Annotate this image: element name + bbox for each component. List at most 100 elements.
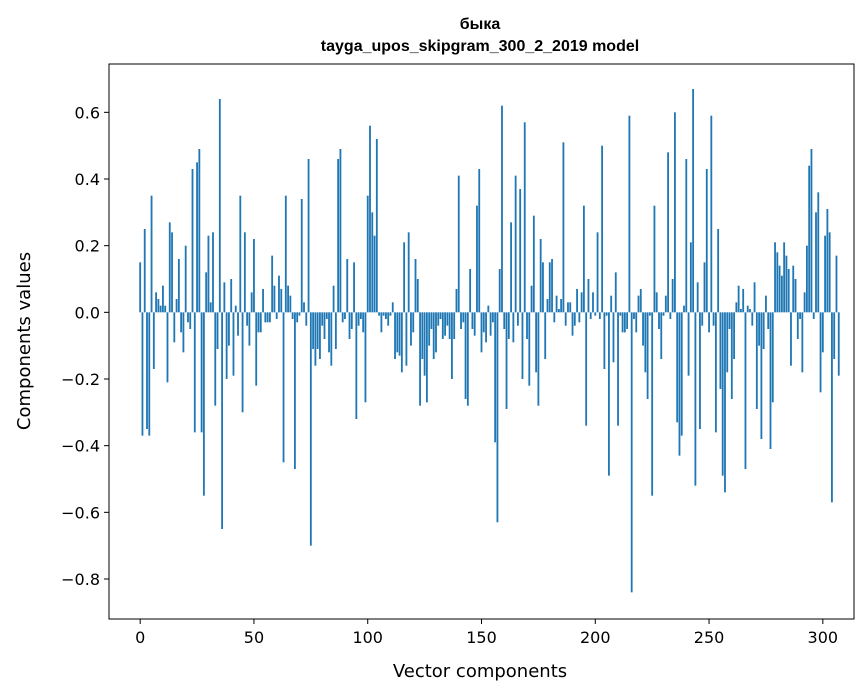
- bar-component-269: [751, 312, 754, 326]
- bar-component-145: [469, 269, 472, 313]
- bar-component-98: [362, 312, 365, 333]
- bar-component-194: [580, 292, 583, 313]
- bar-component-92: [348, 312, 351, 339]
- bar-component-301: [824, 235, 827, 313]
- bar-component-197: [587, 279, 590, 313]
- x-axis-ticks: 0 50 100 150 200 250 300: [135, 619, 838, 647]
- bar-component-196: [585, 312, 588, 426]
- bar-component-141: [460, 312, 462, 329]
- bar-component-126: [425, 312, 428, 403]
- bar-component-42: [234, 305, 237, 313]
- bar-component-189: [569, 302, 572, 313]
- bar-component-62: [280, 289, 283, 313]
- bar-component-15: [173, 312, 176, 343]
- bar-component-83: [328, 312, 330, 353]
- bar-component-74: [307, 159, 310, 313]
- bar-component-135: [446, 312, 449, 326]
- bar-component-89: [341, 312, 344, 323]
- bar-component-201: [596, 232, 599, 313]
- bar-component-165: [514, 175, 517, 313]
- bar-component-144: [466, 312, 469, 406]
- bar-component-266: [744, 312, 747, 469]
- bar-component-94: [353, 262, 355, 313]
- bar-component-219: [637, 295, 640, 313]
- y-tick-label: 0.0: [75, 303, 100, 322]
- bar-component-286: [790, 312, 792, 366]
- bar-component-93: [350, 312, 353, 329]
- bar-component-108: [385, 312, 387, 319]
- bar-component-20: [184, 245, 187, 313]
- bar-component-25: [196, 162, 198, 313]
- bar-component-46: [243, 232, 246, 313]
- bar-component-234: [671, 279, 674, 313]
- bar-component-163: [510, 222, 512, 313]
- bar-component-147: [473, 312, 476, 336]
- bar-component-73: [305, 312, 308, 326]
- bar-component-262: [735, 302, 738, 313]
- bar-component-41: [232, 312, 235, 376]
- bar-component-29: [205, 272, 208, 313]
- bar-component-33: [214, 312, 217, 406]
- y-tick-label: 0.2: [75, 237, 100, 256]
- bar-component-32: [212, 232, 214, 313]
- bar-component-208: [612, 312, 615, 363]
- bar-component-159: [501, 105, 503, 313]
- bar-component-50: [253, 239, 255, 313]
- bar-component-84: [330, 312, 333, 366]
- bar-component-235: [674, 112, 676, 313]
- bar-component-88: [339, 149, 342, 313]
- bar-component-85: [332, 285, 335, 313]
- bar-component-102: [371, 212, 374, 313]
- bar-component-223: [646, 312, 649, 399]
- bar-component-103: [373, 235, 376, 313]
- bar-component-116: [403, 242, 406, 313]
- bar-component-295: [810, 149, 813, 313]
- bar-component-1: [141, 312, 144, 436]
- bar-component-90: [344, 312, 346, 319]
- y-axis-ticks: 0.6 0.4 0.2 0.0 −0.2 −0.4 −0.6 −0.8: [61, 103, 109, 589]
- bar-component-27: [200, 312, 203, 433]
- bar-component-204: [603, 312, 606, 369]
- bar-component-264: [739, 309, 742, 313]
- bar-component-282: [780, 275, 783, 313]
- bar-component-55: [264, 312, 267, 323]
- bar-component-99: [364, 312, 367, 403]
- bar-component-111: [391, 302, 394, 313]
- bar-component-10: [162, 285, 164, 313]
- bar-component-243: [692, 89, 695, 313]
- bar-component-184: [557, 309, 560, 313]
- y-tick-label: −0.4: [61, 437, 100, 456]
- bar-component-56: [266, 312, 269, 323]
- bar-component-100: [366, 195, 369, 313]
- bar-component-205: [605, 312, 608, 316]
- bar-component-132: [439, 312, 442, 319]
- bar-component-244: [694, 312, 697, 486]
- bar-component-273: [760, 312, 763, 439]
- bar-component-160: [503, 312, 506, 329]
- bar-component-58: [271, 255, 274, 313]
- bar-component-236: [676, 312, 679, 423]
- bar-component-72: [303, 302, 305, 313]
- bar-component-6: [152, 312, 155, 369]
- bar-component-87: [337, 159, 340, 313]
- bar-component-248: [703, 262, 706, 313]
- bar-component-166: [516, 312, 519, 326]
- bar-component-293: [805, 245, 808, 313]
- bar-component-104: [375, 139, 378, 313]
- bar-component-95: [355, 312, 358, 419]
- bar-component-48: [248, 312, 251, 346]
- bar-component-21: [187, 312, 189, 323]
- bar-component-34: [216, 312, 219, 349]
- bar-component-307: [837, 312, 840, 376]
- bar-component-70: [298, 312, 301, 316]
- bar-component-287: [792, 265, 795, 313]
- bar-component-96: [357, 312, 360, 326]
- bar-component-230: [662, 312, 665, 316]
- bar-component-272: [758, 312, 761, 346]
- chart-subtitle: tayga_upos_skipgram_300_2_2019 model: [321, 38, 639, 55]
- bar-component-130: [435, 312, 437, 353]
- bar-component-161: [505, 312, 508, 409]
- bar-component-155: [491, 312, 494, 323]
- x-tick-label: 300: [808, 628, 839, 647]
- x-axis-label: Vector components: [393, 661, 567, 682]
